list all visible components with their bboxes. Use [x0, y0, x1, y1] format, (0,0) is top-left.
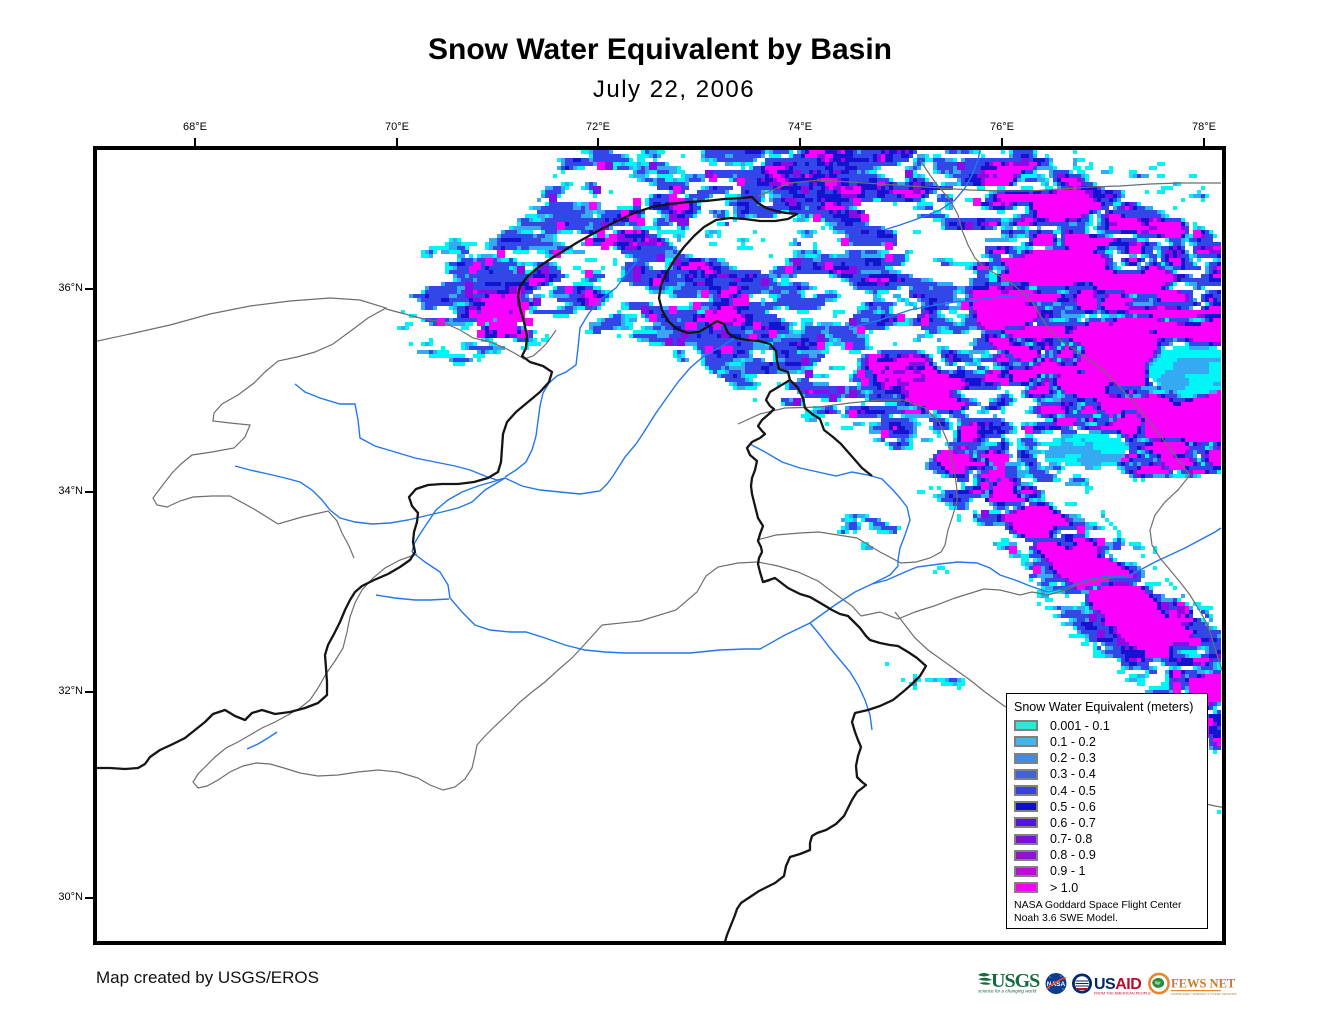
svg-text:USGS: USGS [991, 970, 1040, 992]
svg-text:FROM THE AMERICAN PEOPLE: FROM THE AMERICAN PEOPLE [1094, 992, 1151, 996]
svg-text:USAID: USAID [1094, 976, 1141, 993]
svg-text:FEWS NET: FEWS NET [1171, 977, 1236, 991]
svg-text:NASA: NASA [1047, 981, 1066, 988]
svg-text:science for a changing world: science for a changing world [978, 989, 1037, 994]
svg-text:FAMINE EARLY WARNING SYSTEMS N: FAMINE EARLY WARNING SYSTEMS NETWORK [1171, 992, 1237, 996]
